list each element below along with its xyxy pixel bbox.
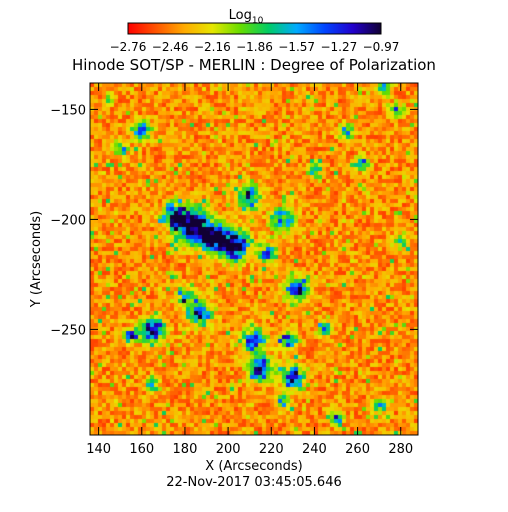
colorbar-tick-label: −2.16 xyxy=(194,40,231,54)
y-tick-label: −250 xyxy=(50,323,86,338)
x-tick-label: 240 xyxy=(302,442,327,457)
x-tick-label: 140 xyxy=(86,442,111,457)
x-tick-label: 200 xyxy=(216,442,241,457)
colorbar-label: Log10 xyxy=(229,8,264,26)
colorbar-tick-label: −1.27 xyxy=(320,40,357,54)
x-tick-label: 280 xyxy=(388,442,413,457)
colorbar-tick-label: −2.46 xyxy=(152,40,189,54)
timestamp: 22-Nov-2017 03:45:05.646 xyxy=(166,475,342,490)
y-axis: −150 −200 −250 xyxy=(50,103,418,338)
x-tick-label: 160 xyxy=(129,442,154,457)
heatmap-image xyxy=(90,83,418,435)
plot-frame xyxy=(89,82,419,436)
x-tick-label: 180 xyxy=(173,442,198,457)
y-tick-label: −200 xyxy=(50,213,86,228)
x-axis-label: X (Arcseconds) xyxy=(205,459,302,474)
colorbar xyxy=(127,22,382,35)
polarization-heatmap xyxy=(90,83,418,435)
x-tick-label: 260 xyxy=(345,442,370,457)
colorbar-tick-label: −1.86 xyxy=(236,40,273,54)
colorbar-ticks: −2.76 −2.46 −2.16 −1.86 −1.57 −1.27 −0.97 xyxy=(110,40,400,54)
y-axis-label: Y (Arcseconds) xyxy=(29,211,44,308)
y-tick-label: −150 xyxy=(50,103,86,118)
colorbar-tick-label: −1.57 xyxy=(278,40,315,54)
chart-title: Hinode SOT/SP - MERLIN : Degree of Polar… xyxy=(72,56,436,74)
x-tick-label: 220 xyxy=(259,442,284,457)
colorbar-tick-label: −2.76 xyxy=(110,40,147,54)
x-axis: 140 160 180 200 220 240 260 280 xyxy=(86,83,413,457)
colorbar-tick-label: −0.97 xyxy=(363,40,400,54)
